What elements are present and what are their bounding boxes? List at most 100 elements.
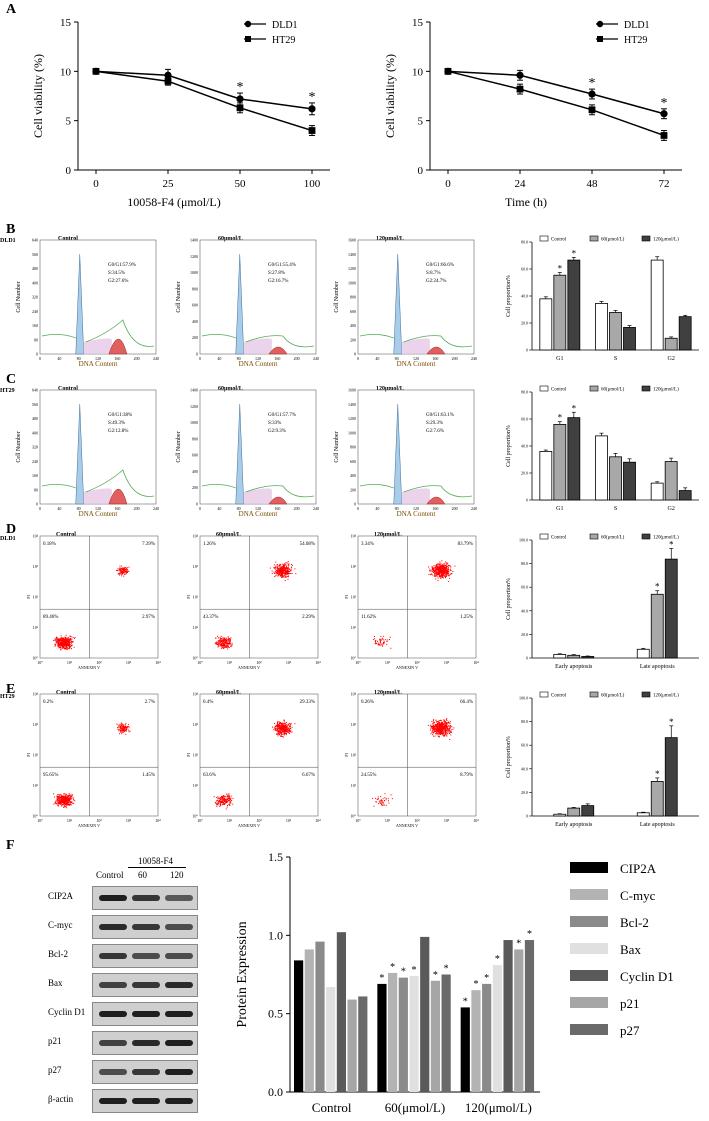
histogram-x-tick: 0 [199,356,201,361]
scatter-x-tick: 10⁴ [473,660,479,665]
histogram-y-label: Cell Number [16,281,22,312]
western-blot: 10058-F4 Control 60 120 CIP2A C-myc Bcl-2 B… [0,840,220,1121]
legend-label: 60(μmol/L) [601,536,625,541]
blot-band [132,953,160,959]
legend-label: 60(μmol/L) [601,694,625,699]
category-label: Early apoptosis [555,664,593,670]
histogram-x-tick: 80 [395,356,399,361]
significance-star: * [669,717,674,727]
legend-swatch [641,385,651,392]
histogram-y-tick: 240 [32,309,38,314]
legend-marker [596,20,604,28]
significance-star: * [390,962,395,973]
histogram-stat: S:49.3% [108,421,125,426]
scatter-title: 120μmol/L [374,690,402,696]
histogram-y-tick: 560 [32,402,38,407]
legend-swatch [570,1024,608,1035]
panel-label-d: D [6,522,17,537]
scatter-x-tick: 10⁴ [315,818,321,823]
quadrant-ul: 3.34% [361,542,374,547]
y-tick-label: 5 [418,116,424,128]
scatter-y-label: PI [344,595,349,599]
blot-strip [92,1002,198,1026]
s-phase-area [243,338,272,354]
histogram-stat: G2:12.8% [108,429,128,434]
panel-label-c: C [6,372,17,387]
blot-label: p27 [48,1065,62,1075]
scatter-dots [214,561,297,650]
scatter-y-tick: 10⁰ [350,656,356,661]
legend-label: 120(μmol/L) [653,536,679,541]
series-line-ht29 [95,70,313,132]
quadrant-ur: 29.33% [300,700,315,705]
y-tick-label: 40.0 [521,608,528,613]
quadrant-lr: 1.45% [142,773,155,778]
quadrant-ll: 63.6% [203,773,216,778]
scatter-y-label: PI [26,753,31,757]
histogram-y-tick: 600 [350,309,356,314]
significance-star: * [495,954,500,965]
histogram-x-label: DNA Content [239,510,278,518]
histogram-y-tick: 400 [192,469,198,474]
blot-band [165,1098,193,1104]
histogram-x-label: DNA Content [239,360,278,368]
cell-line-label: HT29 [0,694,15,700]
histogram-stat: G0/G1:57.9% [108,263,136,268]
data-point [164,77,172,85]
y-tick-label: 100.0 [519,538,528,543]
histogram-x-tick: 40 [217,506,221,511]
g1-peak [75,403,85,505]
blot-band [165,924,193,930]
blot-band [99,1011,127,1017]
scatter-y-tick: 10² [351,753,357,758]
histogram-y-tick: 80 [34,487,38,492]
legend-swatch [641,533,651,540]
scatter-y-tick: 10⁴ [193,534,199,539]
significance-star: * [572,248,577,258]
quadrant-ur: 7.39% [142,542,155,547]
y-tick-label: 0 [526,814,528,819]
scatter-x-tick: 10⁴ [155,660,161,665]
histogram-y-tick: 160 [32,323,38,328]
apoptosis-bar-chart-dld1: 0 20.0 40.0 60.0 80.0 100.0 Cell proportion% Ea… [506,533,699,670]
histogram-stat: G0/G1:66.6% [426,263,454,268]
histogram-x-tick: 160 [432,356,438,361]
histogram-title: 60μmol/L [218,236,243,242]
histogram-x-tick: 160 [432,506,438,511]
histogram-x-tick: 240 [471,356,477,361]
histogram-y-tick: 600 [192,303,198,308]
scatter-x-label: ANNEXIN V [78,823,100,828]
histogram-y-tick: 0 [354,352,356,357]
viability-time-chart: 0 5 10 15 0 24 48 72 Time (h) Cell viability (%) *… [383,17,682,209]
y-tick-label: 0 [66,165,72,177]
significance-star: * [379,973,384,984]
bar [678,490,692,501]
legend-swatch [589,691,599,698]
histogram-x-label: DNA Content [79,510,118,518]
histogram-x-tick: 0 [199,506,201,511]
y-axis-label: Cell viability (%) [383,54,397,138]
quadrant-ur: 66.4% [460,700,473,705]
y-tick-label: 80.0 [521,240,528,245]
blot-strip [92,1060,198,1084]
scatter-y-tick: 10³ [351,722,357,727]
blot-label: p21 [48,1036,62,1046]
significance-star: * [444,964,449,975]
blot-band [132,1040,160,1046]
histogram-stat: S:29.3% [426,421,443,426]
histogram-stat: G2:24.7% [426,279,446,284]
fit-curve [201,334,315,348]
fit-curve [41,319,155,347]
scatter-y-tick: 10⁰ [32,656,38,661]
histogram-y-label: Cell Number [16,431,22,462]
scatter-y-label: PI [344,753,349,757]
legend-label: Bcl-2 [620,915,649,930]
category-label: S [614,506,617,512]
quadrant-lr: 1.25% [460,615,473,620]
histogram-x-tick: 120 [255,356,261,361]
s-phase-area [401,338,430,354]
y-axis-label: Cell proportion% [506,578,512,620]
histogram-y-tick: 400 [32,430,38,435]
legend-label: 120(μmol/L) [653,238,679,243]
y-tick-label: 15 [412,17,424,29]
